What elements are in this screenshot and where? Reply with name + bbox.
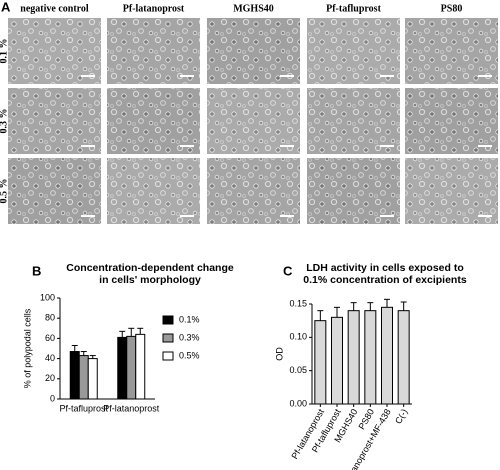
x-tick-label: Pf-latanoprost bbox=[103, 403, 160, 413]
bar bbox=[126, 335, 137, 400]
y-tick-label: 0.05 bbox=[289, 365, 307, 375]
y-axis-label: % of polypodal cells bbox=[22, 308, 32, 388]
chart-title: 0.1% concentration of excipients bbox=[303, 274, 467, 286]
micrograph bbox=[8, 88, 101, 154]
y-tick-label: 0.10 bbox=[289, 332, 307, 342]
row-header: 0.3 % bbox=[0, 109, 9, 134]
legend-swatch bbox=[162, 333, 174, 343]
micrograph bbox=[307, 18, 400, 84]
bar bbox=[117, 336, 128, 400]
bar bbox=[381, 306, 393, 405]
y-tick-label: 40 bbox=[45, 353, 55, 363]
micrograph bbox=[107, 158, 200, 224]
bar bbox=[331, 316, 343, 405]
y-tick-label: 100 bbox=[40, 292, 55, 302]
bar bbox=[78, 355, 89, 400]
legend-swatch bbox=[162, 315, 174, 325]
row-header: 0.1 % bbox=[0, 39, 9, 64]
chart-title: LDH activity in cells exposed to bbox=[306, 262, 464, 274]
y-tick-label: 0.15 bbox=[289, 298, 307, 308]
x-tick-label: Pf-tafluprost bbox=[59, 403, 108, 413]
y-tick-label: 80 bbox=[45, 313, 55, 323]
bar bbox=[347, 310, 360, 405]
y-axis-label: OD bbox=[274, 347, 284, 361]
column-header: PS80 bbox=[441, 3, 463, 14]
bar bbox=[69, 351, 80, 400]
column-header: negative control bbox=[20, 3, 89, 14]
y-tick-label: 20 bbox=[45, 373, 55, 383]
legend-swatch bbox=[162, 351, 174, 361]
y-tick-label: 60 bbox=[45, 333, 55, 343]
column-header: Pf-tafluprost bbox=[326, 3, 381, 14]
micrograph bbox=[107, 88, 200, 154]
legend-label: 0.5% bbox=[179, 350, 200, 360]
bar bbox=[135, 333, 146, 400]
chart-title: Concentration-dependent change bbox=[66, 262, 234, 274]
y-tick-label: 0 bbox=[50, 393, 55, 403]
column-header: Pf-latanoprost bbox=[123, 3, 185, 14]
micrograph bbox=[207, 158, 300, 224]
micrograph bbox=[207, 88, 300, 154]
micrograph bbox=[307, 158, 400, 224]
bar bbox=[364, 310, 377, 405]
y-tick-label: 0.00 bbox=[289, 398, 307, 408]
chart-title: in cells' morphology bbox=[99, 274, 201, 286]
bar bbox=[314, 320, 327, 405]
micrograph bbox=[405, 18, 498, 84]
legend-label: 0.1% bbox=[179, 314, 200, 324]
micrograph bbox=[207, 18, 300, 84]
bar bbox=[397, 310, 410, 405]
micrograph bbox=[307, 88, 400, 154]
panel-label: B bbox=[32, 263, 41, 278]
bar bbox=[87, 358, 98, 400]
legend-label: 0.3% bbox=[179, 332, 200, 342]
micrograph bbox=[8, 18, 101, 84]
panel-label: C bbox=[283, 263, 293, 278]
micrograph bbox=[8, 158, 101, 224]
panel-label: A bbox=[1, 0, 11, 14]
row-header: 0.5 % bbox=[0, 179, 9, 204]
micrograph bbox=[405, 158, 498, 224]
micrograph bbox=[405, 88, 498, 154]
column-header: MGHS40 bbox=[233, 3, 274, 14]
x-tick-label: C(-) bbox=[393, 407, 409, 425]
micrograph bbox=[107, 18, 200, 84]
